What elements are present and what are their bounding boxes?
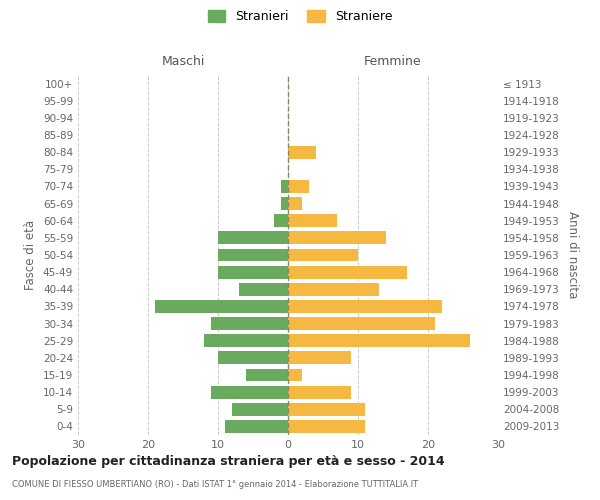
Bar: [288, 334, 470, 347]
Bar: [246, 368, 288, 382]
Bar: [288, 317, 435, 330]
Bar: [274, 214, 288, 227]
Y-axis label: Fasce di età: Fasce di età: [25, 220, 37, 290]
Bar: [211, 317, 288, 330]
Bar: [155, 300, 288, 313]
Bar: [288, 420, 365, 433]
Bar: [218, 352, 288, 364]
Bar: [288, 197, 302, 210]
Bar: [288, 403, 365, 415]
Bar: [232, 403, 288, 415]
Bar: [211, 386, 288, 398]
Bar: [218, 248, 288, 262]
Bar: [239, 283, 288, 296]
Bar: [288, 248, 358, 262]
Bar: [288, 368, 302, 382]
Bar: [288, 352, 351, 364]
Bar: [218, 232, 288, 244]
Bar: [288, 386, 351, 398]
Bar: [288, 146, 316, 158]
Y-axis label: Anni di nascita: Anni di nascita: [566, 212, 579, 298]
Bar: [281, 197, 288, 210]
Bar: [288, 180, 309, 193]
Text: Femmine: Femmine: [364, 55, 422, 68]
Bar: [225, 420, 288, 433]
Bar: [288, 214, 337, 227]
Text: COMUNE DI FIESSO UMBERTIANO (RO) - Dati ISTAT 1° gennaio 2014 - Elaborazione TUT: COMUNE DI FIESSO UMBERTIANO (RO) - Dati …: [12, 480, 418, 489]
Text: Popolazione per cittadinanza straniera per età e sesso - 2014: Popolazione per cittadinanza straniera p…: [12, 455, 445, 468]
Bar: [288, 232, 386, 244]
Bar: [288, 283, 379, 296]
Text: Maschi: Maschi: [161, 55, 205, 68]
Bar: [288, 300, 442, 313]
Bar: [204, 334, 288, 347]
Bar: [281, 180, 288, 193]
Bar: [288, 266, 407, 278]
Bar: [218, 266, 288, 278]
Legend: Stranieri, Straniere: Stranieri, Straniere: [203, 5, 397, 28]
